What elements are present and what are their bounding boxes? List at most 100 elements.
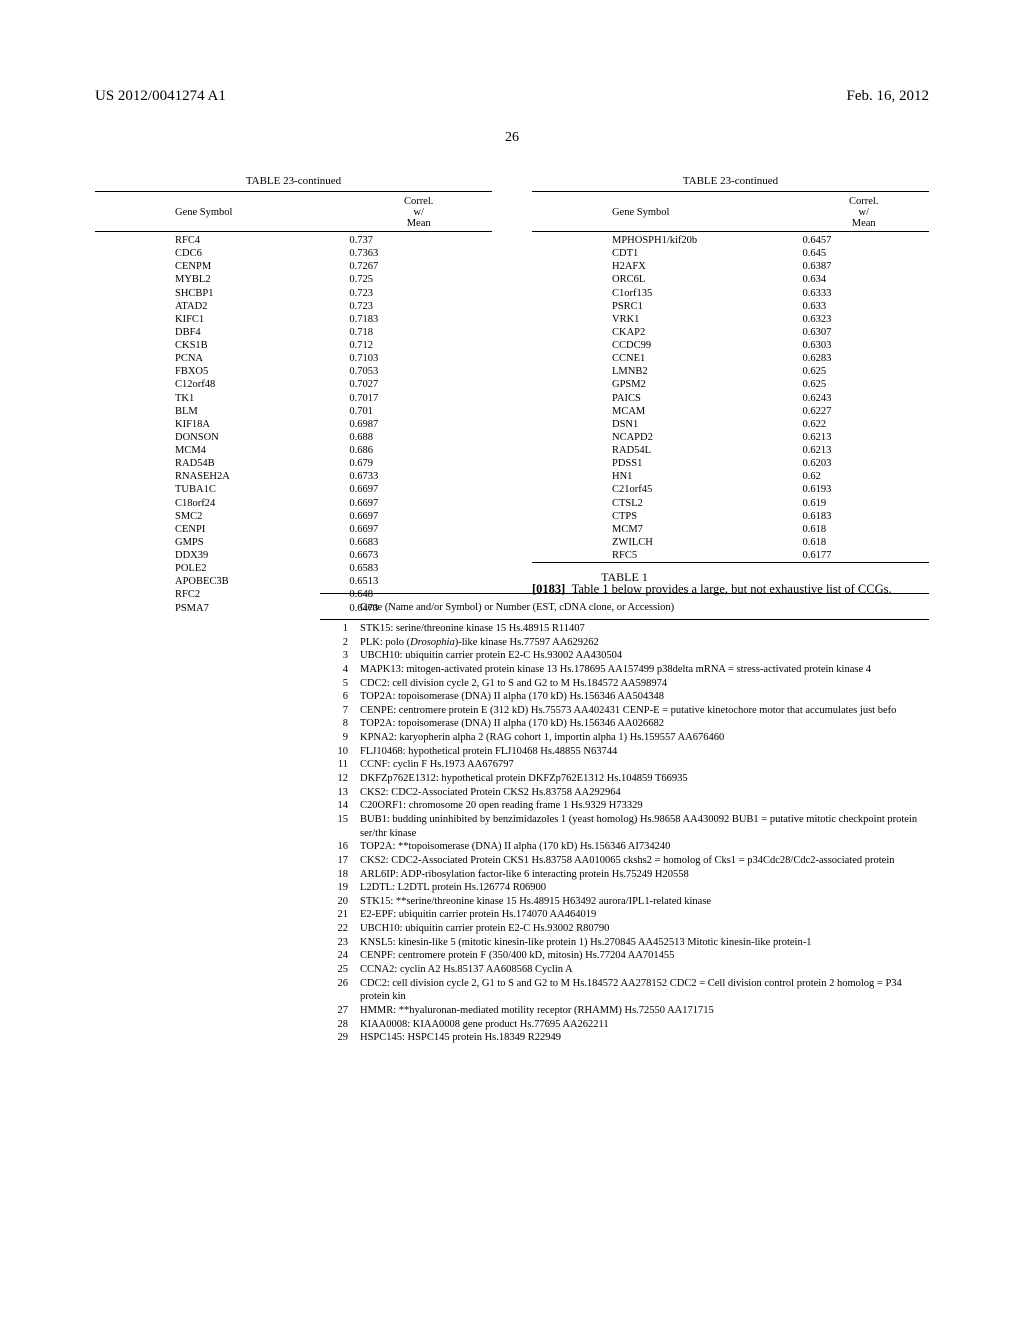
- correl-value: 0.679: [345, 457, 492, 470]
- gene-symbol: PSMA7: [95, 602, 345, 615]
- table-caption: TABLE 23-continued: [95, 175, 492, 187]
- table-row: RAD54B0.679: [95, 457, 492, 470]
- page: US 2012/0041274 A1 Feb. 16, 2012 26 TABL…: [0, 0, 1024, 1320]
- correl-value: 0.6227: [798, 405, 929, 418]
- gene-symbol: CDC6: [95, 247, 345, 260]
- row-index: 27: [320, 1004, 356, 1018]
- row-index: 22: [320, 922, 356, 936]
- table-row: 9KPNA2: karyopherin alpha 2 (RAG cohort …: [320, 731, 929, 745]
- correl-value: 0.6193: [798, 483, 929, 496]
- gene-symbol: H2AFX: [532, 260, 798, 273]
- page-header: US 2012/0041274 A1 Feb. 16, 2012: [95, 88, 929, 105]
- table-row: 18ARL6IP: ADP-ribosylation factor-like 6…: [320, 868, 929, 882]
- table: Gene Symbol Correl. w/ Mean RFC40.737CDC…: [95, 191, 492, 615]
- table-row: CTSL20.619: [532, 497, 929, 510]
- correl-value: 0.686: [345, 444, 492, 457]
- col-header-gene: Gene Symbol: [532, 194, 798, 232]
- correl-value: 0.723: [345, 300, 492, 313]
- table-23-right: TABLE 23-continued Gene Symbol Correl. w…: [532, 175, 929, 565]
- row-index: 17: [320, 854, 356, 868]
- gene-description: DKFZp762E1312: hypothetical protein DKFZ…: [356, 772, 929, 786]
- correl-value: 0.7363: [345, 247, 492, 260]
- table-row: TUBA1C0.6697: [95, 483, 492, 496]
- table-row: 6TOP2A: topoisomerase (DNA) II alpha (17…: [320, 690, 929, 704]
- table-caption: TABLE 23-continued: [532, 175, 929, 187]
- correl-value: 0.633: [798, 300, 929, 313]
- gene-symbol: POLE2: [95, 562, 345, 575]
- row-index: 24: [320, 949, 356, 963]
- gene-description: TOP2A: **topoisomerase (DNA) II alpha (1…: [356, 840, 929, 854]
- table-row: KIF18A0.6987: [95, 418, 492, 431]
- table-row: PCNA0.7103: [95, 352, 492, 365]
- gene-description: E2-EPF: ubiquitin carrier protein Hs.174…: [356, 908, 929, 922]
- table-row: BLM0.701: [95, 405, 492, 418]
- gene-symbol: C1orf135: [532, 287, 798, 300]
- gene-description: HMMR: **hyaluronan-mediated motility rec…: [356, 1004, 929, 1018]
- table-row: RFC50.6177: [532, 549, 929, 563]
- table-row: RFC40.737: [95, 234, 492, 247]
- gene-symbol: CTSL2: [532, 497, 798, 510]
- table-row: 29HSPC145: HSPC145 protein Hs.18349 R229…: [320, 1031, 929, 1045]
- correl-value: 0.6697: [345, 523, 492, 536]
- gene-description: L2DTL: L2DTL protein Hs.126774 R06900: [356, 881, 929, 895]
- correl-value: 0.6303: [798, 339, 929, 352]
- table-row: ORC6L0.634: [532, 273, 929, 286]
- row-index: 10: [320, 745, 356, 759]
- gene-symbol: NCAPD2: [532, 431, 798, 444]
- gene-description: KIAA0008: KIAA0008 gene product Hs.77695…: [356, 1018, 929, 1032]
- gene-symbol: CDT1: [532, 247, 798, 260]
- table-row: 16TOP2A: **topoisomerase (DNA) II alpha …: [320, 840, 929, 854]
- gene-description: STK15: **serine/threonine kinase 15 Hs.4…: [356, 895, 929, 909]
- table-row: HN10.62: [532, 470, 929, 483]
- correl-value: 0.6307: [798, 326, 929, 339]
- table-row: CCNE10.6283: [532, 352, 929, 365]
- gene-symbol: LMNB2: [532, 365, 798, 378]
- publication-date: Feb. 16, 2012: [847, 88, 930, 105]
- gene-description: CDC2: cell division cycle 2, G1 to S and…: [356, 677, 929, 691]
- table-row: 8TOP2A: topoisomerase (DNA) II alpha (17…: [320, 717, 929, 731]
- table-row: 14C20ORF1: chromosome 20 open reading fr…: [320, 799, 929, 813]
- gene-symbol: SHCBP1: [95, 287, 345, 300]
- gene-description: UBCH10: ubiquitin carrier protein E2-C H…: [356, 922, 929, 936]
- table-row: SMC20.6697: [95, 510, 492, 523]
- gene-symbol: ATAD2: [95, 300, 345, 313]
- gene-symbol: TUBA1C: [95, 483, 345, 496]
- table-row: 5CDC2: cell division cycle 2, G1 to S an…: [320, 677, 929, 691]
- gene-symbol: C21orf45: [532, 483, 798, 496]
- table-row: H2AFX0.6387: [532, 260, 929, 273]
- table-row: 3UBCH10: ubiquitin carrier protein E2-C …: [320, 649, 929, 663]
- gene-description: C20ORF1: chromosome 20 open reading fram…: [356, 799, 929, 813]
- gene-symbol: RFC2: [95, 588, 345, 601]
- table-row: NCAPD20.6213: [532, 431, 929, 444]
- correl-value: 0.737: [345, 234, 492, 247]
- table-row: 13CKS2: CDC2-Associated Protein CKS2 Hs.…: [320, 786, 929, 800]
- row-index: 14: [320, 799, 356, 813]
- gene-symbol: RNASEH2A: [95, 470, 345, 483]
- row-index: 23: [320, 936, 356, 950]
- gene-description: CENPE: centromere protein E (312 kD) Hs.…: [356, 704, 929, 718]
- gene-symbol: RFC4: [95, 234, 345, 247]
- gene-description: KPNA2: karyopherin alpha 2 (RAG cohort 1…: [356, 731, 929, 745]
- gene-symbol: CCNE1: [532, 352, 798, 365]
- gene-description: ARL6IP: ADP-ribosylation factor-like 6 i…: [356, 868, 929, 882]
- gene-symbol: DDX39: [95, 549, 345, 562]
- correl-value: 0.723: [345, 287, 492, 300]
- table-row: SHCBP10.723: [95, 287, 492, 300]
- table-row: C18orf240.6697: [95, 497, 492, 510]
- gene-symbol: CCDC99: [532, 339, 798, 352]
- table-row: CENPM0.7267: [95, 260, 492, 273]
- gene-description: STK15: serine/threonine kinase 15 Hs.489…: [356, 622, 929, 636]
- gene-symbol: BLM: [95, 405, 345, 418]
- gene-symbol: C18orf24: [95, 497, 345, 510]
- correl-value: 0.6177: [798, 549, 929, 563]
- correl-value: 0.6183: [798, 510, 929, 523]
- table-row: 22UBCH10: ubiquitin carrier protein E2-C…: [320, 922, 929, 936]
- gene-symbol: DBF4: [95, 326, 345, 339]
- table-row: LMNB20.625: [532, 365, 929, 378]
- row-index: 6: [320, 690, 356, 704]
- gene-description: FLJ10468: hypothetical protein FLJ10468 …: [356, 745, 929, 759]
- table-row: C12orf480.7027: [95, 378, 492, 391]
- gene-description: UBCH10: ubiquitin carrier protein E2-C H…: [356, 649, 929, 663]
- gene-symbol: MYBL2: [95, 273, 345, 286]
- gene-symbol: TK1: [95, 392, 345, 405]
